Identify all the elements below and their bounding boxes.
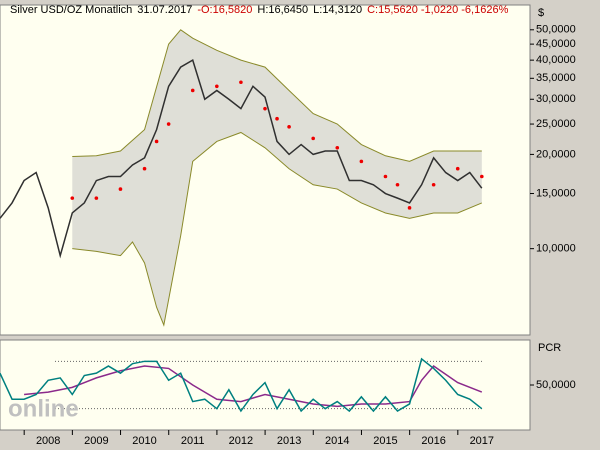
sar-dot	[166, 122, 171, 126]
y-tick-label: 20,0000	[536, 148, 576, 160]
sar-dot	[395, 182, 400, 187]
sar-dot	[275, 116, 279, 121]
series-line	[24, 365, 483, 408]
sar-dot	[407, 206, 412, 210]
sar-dot	[215, 84, 219, 89]
title-part: H:16,6450	[257, 4, 308, 16]
sar-dot	[154, 139, 159, 144]
sar-dot	[118, 187, 123, 191]
title-part: C:15,5620 -1,0220 -6,1626%	[367, 4, 508, 16]
title-part: Silver USD/OZ Monatlich	[10, 4, 132, 16]
sar-dot	[190, 88, 195, 93]
x-tick-label: 2012	[229, 435, 253, 447]
x-tick-label: 2016	[421, 435, 445, 447]
title-part: 31.07.2017	[137, 4, 192, 16]
y-tick-label: 50,0000	[536, 379, 576, 391]
band-fill	[72, 29, 482, 326]
y-tick-label: 35,0000	[536, 72, 576, 84]
series-line	[0, 357, 483, 413]
y-tick-label: 40,0000	[536, 54, 576, 66]
sar-dot	[335, 145, 340, 150]
x-tick-label: 2017	[470, 435, 494, 447]
sar-dot	[431, 182, 436, 187]
x-tick-label: 2015	[373, 435, 397, 447]
band-lower	[72, 131, 483, 327]
series-line	[0, 59, 483, 259]
sar-dot	[383, 174, 388, 179]
sar-dot	[311, 136, 315, 141]
sar-dot	[239, 80, 243, 85]
axis-label: $	[538, 7, 544, 19]
x-tick-label: 2008	[36, 435, 60, 447]
sar-dot	[455, 166, 460, 171]
y-tick-label: 45,0000	[536, 38, 576, 50]
title-part: L:14,3120	[313, 4, 362, 16]
y-tick-label: 15,0000	[536, 187, 576, 199]
y-tick-label: 10,0000	[536, 243, 576, 255]
sar-dot	[263, 106, 267, 111]
sar-dot	[94, 196, 99, 200]
x-tick-label: 2010	[132, 435, 156, 447]
sar-dot	[287, 125, 291, 129]
axis-label: PCR	[538, 342, 561, 354]
sar-dot	[70, 196, 75, 200]
y-tick-label: 50,0000	[536, 24, 576, 36]
sar-dot	[359, 159, 364, 164]
x-tick-label: 2011	[181, 435, 205, 447]
y-tick-label: 25,0000	[536, 118, 576, 130]
title-part: -O:16,5820	[197, 4, 252, 16]
y-tick-label: 30,0000	[536, 93, 576, 105]
x-tick-label: 2009	[84, 435, 108, 447]
sar-dot	[480, 174, 484, 179]
sar-dot	[142, 166, 147, 171]
band-upper	[72, 29, 482, 162]
x-tick-label: 2013	[277, 435, 301, 447]
x-tick-label: 2014	[325, 435, 349, 447]
